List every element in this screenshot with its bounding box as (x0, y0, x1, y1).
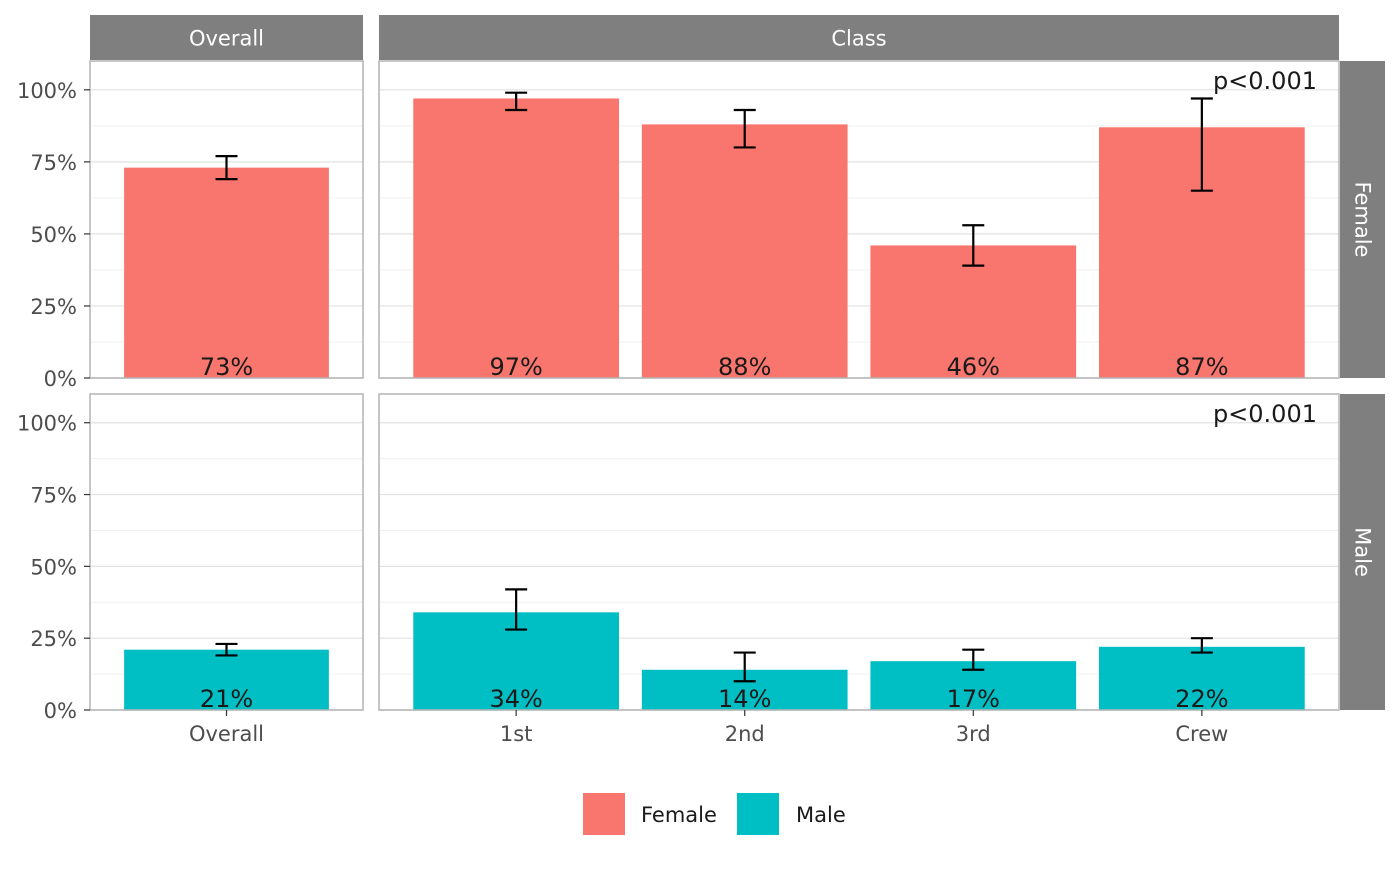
facet-strip-label-female: Female (1351, 182, 1375, 258)
bar-male-overall (124, 649, 329, 710)
y-tick-label: 0% (44, 699, 77, 723)
facet-strip-male (1340, 394, 1385, 710)
x-tick-label-1st: 1st (500, 722, 533, 746)
y-tick-label: 50% (30, 555, 77, 579)
bar-label-male-overall: 21% (200, 685, 253, 713)
facet-strip-class (379, 15, 1339, 60)
y-tick-label: 100% (17, 79, 77, 103)
legend-key-male (737, 793, 779, 835)
x-tick-label-2nd: 2nd (725, 722, 765, 746)
panel-border-female-class (378, 60, 1340, 379)
bar-label-male-1st: 34% (489, 685, 542, 713)
bar-female-overall (124, 167, 329, 378)
y-tick-label: 100% (17, 412, 77, 436)
legend-label-male: Male (796, 803, 846, 827)
p-value-female: p<0.001 (1213, 67, 1317, 95)
x-tick-label-overall: Overall (189, 722, 264, 746)
y-tick-label: 75% (30, 151, 77, 175)
facet-strip-label-class: Class (831, 27, 886, 51)
panel-border-female-overall (89, 60, 364, 379)
x-tick-label-3rd: 3rd (956, 722, 991, 746)
facet-strip-label-male: Male (1351, 527, 1375, 577)
y-tick-label: 75% (30, 484, 77, 508)
facet-strip-female (1340, 61, 1385, 378)
bar-label-female-3rd: 46% (947, 353, 1000, 381)
bar-label-male-crew: 22% (1175, 685, 1228, 713)
y-tick-label: 25% (30, 627, 77, 651)
bar-male-crew (1099, 646, 1305, 710)
y-tick-label: 50% (30, 223, 77, 247)
y-tick-label: 0% (44, 367, 77, 391)
bar-label-female-1st: 97% (489, 353, 542, 381)
facet-strip-label-overall: Overall (189, 27, 264, 51)
legend-key-female (583, 793, 625, 835)
facet-strip-overall (90, 15, 363, 60)
bar-female-1st (413, 98, 619, 379)
bar-label-male-3rd: 17% (947, 685, 1000, 713)
legend-label-female: Female (641, 803, 717, 827)
bar-label-female-crew: 87% (1175, 353, 1228, 381)
p-value-male: p<0.001 (1213, 400, 1317, 428)
panel-border-male-class (378, 393, 1340, 711)
bar-label-female-2nd: 88% (718, 353, 771, 381)
bar-label-male-2nd: 14% (718, 685, 771, 713)
y-tick-label: 25% (30, 295, 77, 319)
x-tick-label-crew: Crew (1175, 722, 1228, 746)
bar-female-2nd (641, 124, 848, 379)
bar-label-female-overall: 73% (200, 353, 253, 381)
bar-female-3rd (870, 245, 1077, 378)
